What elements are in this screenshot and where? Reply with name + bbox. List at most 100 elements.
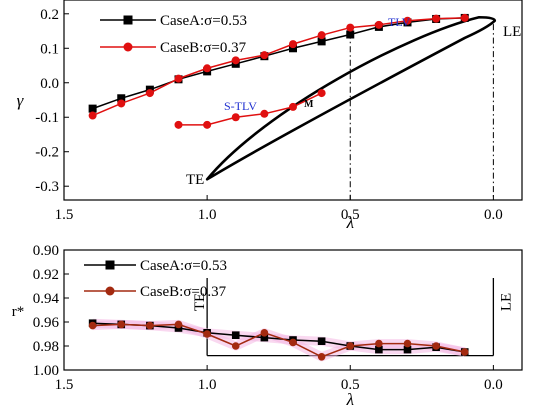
top-plot-frame [63, 0, 523, 201]
bottom-reference-lines [206, 278, 495, 357]
top-data-point [203, 64, 212, 73]
top-data-point [145, 89, 154, 98]
bottom-data-point [203, 330, 211, 338]
blade-outline [205, 15, 497, 200]
top-x-tick-label: 1.0 [198, 207, 217, 223]
top-x-tick-label: 1.5 [55, 207, 74, 223]
bottom-x-tick-label: 1.5 [55, 377, 74, 393]
top-data-point [289, 44, 297, 53]
top-y-tick-label: 0.1 [40, 41, 59, 57]
top-y-tick-label: 0.2 [40, 7, 59, 23]
top-data-point [174, 74, 183, 83]
bottom-plot-frame [63, 249, 523, 371]
top-data-point [203, 120, 212, 129]
top-y-axis-label: γ [17, 91, 25, 110]
bottom-y-tick-label: 0.96 [33, 315, 60, 331]
bottom-y-tick-label: 0.94 [33, 291, 60, 307]
bottom-data-point [174, 320, 183, 329]
legend-marker [105, 286, 115, 296]
bottom-data-point [88, 321, 97, 330]
bottom-data-point [260, 333, 269, 342]
bottom-x-tick-label: 0.0 [484, 377, 503, 393]
bottom-x-tick-label: 0.5 [341, 377, 360, 393]
bottom-data-point [317, 353, 326, 361]
annotation-te-bottom: TE [192, 293, 208, 311]
top-data-point [88, 104, 97, 113]
bottom-chart: 1.5 1.0 0.5 0.0 0.90 0.92 0.94 0.96 0.98 1.00 λ r… [12, 243, 523, 409]
bottom-data-point [460, 348, 469, 356]
bottom-x-tick-label: 1.0 [198, 377, 217, 393]
annotation-s-tlv: S-TLV [224, 99, 257, 113]
top-y-tick-label: -0.2 [35, 145, 59, 161]
top-data-point [432, 14, 441, 23]
top-data-point [289, 40, 297, 49]
annotation-le: LE [503, 24, 521, 40]
top-series-line [92, 17, 465, 117]
top-data-point [88, 111, 97, 120]
top-legend: CaseA:σ=0.53 CaseB:σ=0.37 [100, 13, 247, 56]
top-data-point [231, 56, 240, 65]
bottom-ticks: 1.5 1.0 0.5 0.0 0.90 0.92 0.94 0.96 0.98 1.00 [33, 243, 503, 393]
bottom-y-tick-label: 0.98 [33, 339, 59, 355]
legend-entry-case-a: CaseA:σ=0.53 [160, 13, 247, 29]
bottom-data-point [231, 331, 240, 339]
top-data-point [231, 113, 240, 122]
bottom-data-point [375, 345, 383, 354]
top-data-point [117, 94, 126, 103]
top-ticks: 1.5 1.0 0.5 0.0 0.2 0.1 0.0 -0.1 -0.2 -0.3 [35, 7, 503, 223]
bottom-y-tick-label: 1.00 [33, 363, 59, 379]
top-data-point [317, 37, 326, 46]
bottom-data-point [289, 338, 297, 347]
legend-entry-case-b-bottom: CaseB:σ=0.37 [140, 284, 227, 300]
bottom-series [88, 318, 469, 362]
legend-marker [123, 42, 133, 52]
top-x-axis-label: λ [346, 213, 354, 232]
top-x-tick-label: 0.0 [484, 207, 503, 223]
top-series-line [92, 17, 465, 110]
top-series-line [178, 92, 322, 126]
top-data-point [346, 30, 355, 39]
bottom-data-point [432, 342, 440, 350]
top-data-point [374, 20, 383, 29]
top-data-point [403, 16, 412, 25]
top-chart: 1.5 1.0 0.5 0.0 0.2 0.1 0.0 -0.1 -0.2 -0.3 λ γ TL… [17, 0, 523, 232]
annotation-tlv: TLV [388, 15, 411, 29]
legend-entry-case-b: CaseB:σ=0.37 [160, 40, 247, 56]
top-y-tick-label: 0.0 [40, 76, 59, 92]
top-data-point [289, 102, 297, 111]
legend-marker [105, 260, 115, 270]
legend-marker [123, 15, 133, 25]
annotation-m: M [304, 99, 314, 110]
top-series [88, 13, 469, 129]
bottom-data-point [346, 342, 355, 350]
annotation-le-bottom: LE [498, 293, 514, 311]
top-data-point [260, 109, 269, 118]
bottom-y-tick-label: 0.90 [33, 243, 59, 259]
blade-profile [205, 15, 497, 181]
bottom-data-point [260, 329, 269, 337]
annotation-te: TE [186, 172, 204, 188]
bottom-data-point [375, 339, 383, 348]
legend-entry-case-a-bottom: CaseA:σ=0.53 [140, 258, 227, 274]
bottom-data-point [317, 337, 326, 345]
top-data-point [174, 120, 183, 129]
bottom-legend: CaseA:σ=0.53 CaseB:σ=0.37 [84, 258, 227, 300]
top-x-tick-label: 0.5 [341, 207, 360, 223]
bottom-y-axis-label: r* [12, 304, 25, 320]
bottom-y-tick-label: 0.92 [33, 267, 59, 283]
top-data-point [260, 51, 269, 60]
bottom-data-point [403, 339, 412, 348]
top-data-point [317, 89, 326, 98]
top-y-tick-label: -0.3 [35, 179, 59, 195]
bottom-data-point [403, 345, 412, 354]
bottom-data-point [146, 321, 154, 330]
top-y-tick-label: -0.1 [35, 110, 59, 126]
bottom-series-line [92, 323, 465, 358]
bottom-data-point [117, 320, 126, 329]
top-data-point [460, 13, 469, 22]
bottom-x-axis-label: λ [346, 390, 354, 409]
top-data-point [317, 31, 326, 40]
top-data-point [346, 23, 355, 32]
bottom-data-point [231, 342, 240, 350]
